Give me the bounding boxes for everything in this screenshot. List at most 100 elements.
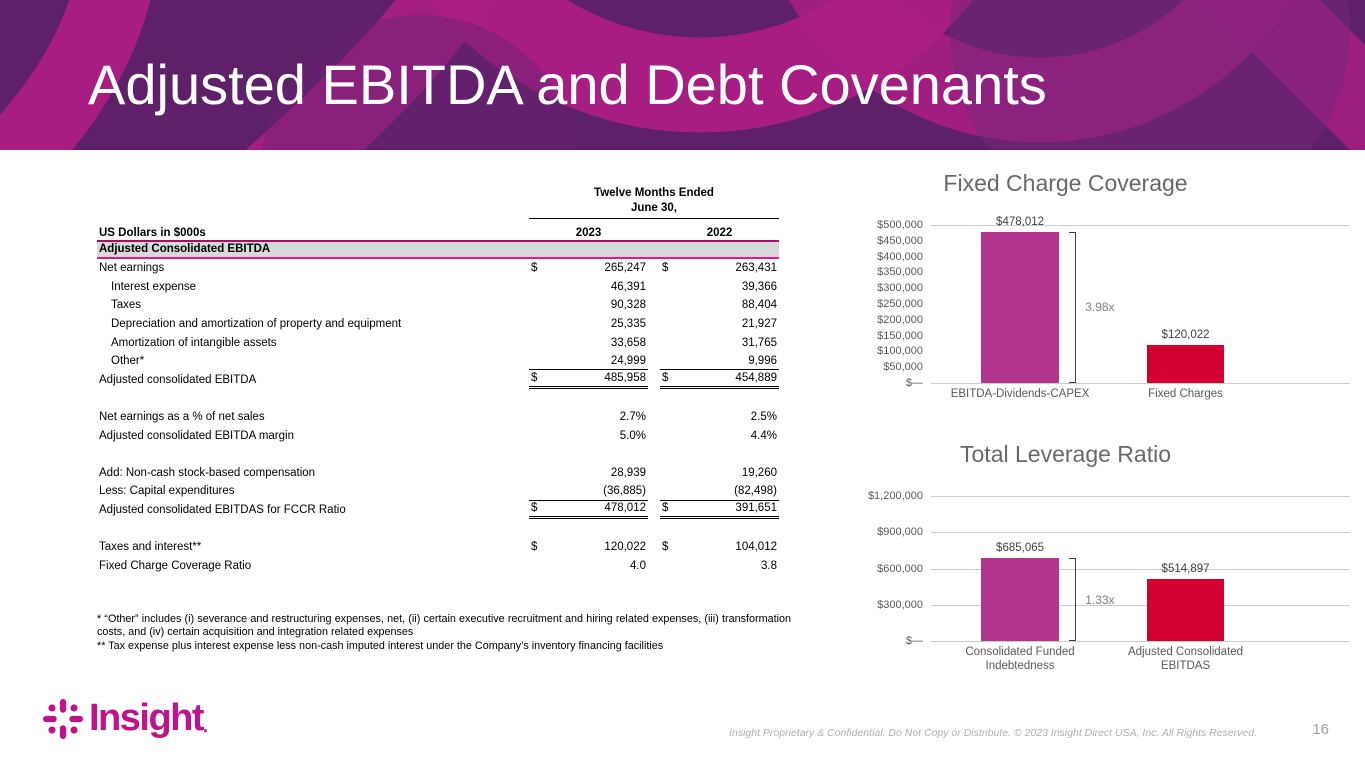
row-label: Taxes and interest** [99,541,202,554]
value-2023: 2.7% [619,410,646,423]
y-axis-tick-label: $900,000 [877,526,923,539]
footnotes: * “Other” includes (i) severance and res… [97,613,791,653]
y-axis-tick-label: $400,000 [877,250,923,263]
value-2023: (36,885) [529,482,648,501]
value-2023: 46,391 [610,280,646,293]
ratio-bracket [1069,558,1077,641]
y-axis-tick-label: $300,000 [877,598,923,611]
column-header-2023: 2023 [575,226,602,239]
y-axis-tick-label: $50,000 [883,361,923,374]
insight-logo: Insight . [42,697,208,740]
table-row: Depreciation and amortization of propert… [97,315,779,334]
column-header-2022: 2022 [706,226,733,239]
table-row: Interest expense 46,391 39,366 [97,277,779,296]
value-2023: 28,939 [610,466,646,479]
x-axis-category-label: Adjusted Consolidated EBITDAS [1127,646,1244,672]
y-axis-tick-label: $300,000 [877,282,923,295]
y-axis: $500,000 $450,000 $400,000 $350,000 $300,000… [853,219,931,389]
table-spacer-row [97,389,779,408]
value-2023: 90,328 [610,299,646,312]
page-number: 16 [1312,721,1329,738]
table-row: Add: Non-cash stock-based compensation 28… [97,463,779,482]
table-row: Adjusted consolidated EBITDA margin 5.0% 4… [97,426,779,445]
y-axis-tick-label: $150,000 [877,329,923,342]
financial-table: Twelve Months Ended June 30, US Dollars … [97,186,779,575]
gridline [931,604,1350,606]
chart-title: Fixed Charge Coverage [943,170,1188,196]
period-header: Twelve Months Ended June 30, [529,186,779,219]
insight-logo-text: Insight [89,697,205,739]
row-label: Taxes [111,299,142,312]
row-label: Interest expense [111,280,197,293]
chart-plot-region: $1,200,000 $900,000 $600,000 $300,000 $— $68… [853,490,1350,647]
table-row: Adjusted consolidated EBITDA $485,958 $454… [97,370,779,390]
bar-fixed-charges [1146,345,1225,383]
table-rows: Net earnings $265,247 $263,431 Interest exp… [97,259,779,575]
value-2023: 33,658 [610,336,646,349]
gridline [931,532,1350,534]
value-2023: $265,247 [531,262,646,275]
bar-consolidated-funded-indebtedness [981,558,1059,641]
gridline [931,225,1350,226]
table-row: Net earnings as a % of net sales 2.7% 2.5% [97,408,779,427]
row-label: Net earnings as a % of net sales [99,410,265,423]
insight-logo-mark: . [203,716,209,736]
y-axis-tick-label: $— [905,377,923,389]
leverage-ratio-label: 1.33x [1085,592,1115,607]
table-row: Other* 24,999 9,996 [97,352,779,371]
row-label: Adjusted consolidated EBITDAS for FCCR R… [99,503,346,516]
table-row: Taxes and interest** $120,022 $104,012 [97,538,779,557]
table-row: Adjusted consolidated EBITDAS for FCCR R… [97,501,779,520]
chart-plot-region: $500,000 $450,000 $400,000 $350,000 $300,000… [853,216,1350,389]
gridline [931,383,1350,384]
total-leverage-ratio-chart: Total Leverage Ratio $1,200,000 $900,000 $… [853,441,1350,682]
gridline [931,568,1350,570]
bar-adjusted-consolidated-ebitdas [1146,578,1225,641]
x-axis-category-label: Consolidated Funded Indebtedness [965,646,1075,672]
unit-label: US Dollars in $000s [99,226,206,239]
row-label: Depreciation and amortization of propert… [111,317,402,330]
y-axis-tick-label: $500,000 [877,219,923,231]
value-2022: $454,889 [660,370,779,390]
table-spacer-row [97,519,779,538]
value-2022: 2.5% [750,410,777,423]
value-2023: $120,022 [531,541,646,554]
x-axis: EBITDA-Dividends-CAPEX Fixed Charges [931,388,1350,424]
value-2023: 24,999 [529,352,648,371]
gridline [931,496,1350,497]
value-2023: 5.0% [619,429,646,442]
bar-value-label: $514,897 [1161,562,1210,575]
row-label: Other* [111,355,145,368]
plot-area: $478,012 $120,022 3.98x [931,216,1350,384]
row-label: Add: Non-cash stock-based compensation [99,466,316,479]
value-2022: (82,498) [660,482,779,501]
value-2022: 4.4% [750,429,777,442]
y-axis-tick-label: $250,000 [877,298,923,310]
slide-header-banner [0,0,1365,150]
y-axis: $1,200,000 $900,000 $600,000 $300,000 $— [853,490,931,647]
value-2022: 39,366 [741,280,777,293]
coverage-ratio-label: 3.98x [1085,300,1115,315]
insight-logo-icon [43,698,83,739]
value-2022: 88,404 [741,299,777,312]
table-header-row: US Dollars in $000s 2023 2022 [97,219,779,239]
confidentiality-footer: Insight Proprietary & Confidential. Do N… [729,727,1257,739]
gridline [931,641,1350,642]
footnote-taxes-interest: ** Tax expense plus interest expense les… [97,639,664,652]
x-axis-category-label: Fixed Charges [1148,388,1223,400]
bar-value-label: $478,012 [996,215,1045,228]
x-axis: Consolidated Funded Indebtedness Adjuste… [931,646,1350,682]
table-section-header: Adjusted Consolidated EBITDA [97,239,779,259]
row-label: Fixed Charge Coverage Ratio [99,559,252,572]
value-2022: 3.8 [761,559,777,572]
value-2023: 25,335 [610,317,646,330]
value-2022: 9,996 [660,352,779,371]
value-2022: 31,765 [741,336,777,349]
value-2022: 19,260 [741,466,777,479]
y-axis-tick-label: $200,000 [877,313,923,326]
x-axis-category-label: EBITDA-Dividends-CAPEX [950,388,1090,400]
y-axis-tick-label: $600,000 [877,562,923,575]
value-2023: $485,958 [529,370,648,390]
row-label: Adjusted consolidated EBITDA [99,373,257,386]
value-2022: $391,651 [660,501,779,520]
